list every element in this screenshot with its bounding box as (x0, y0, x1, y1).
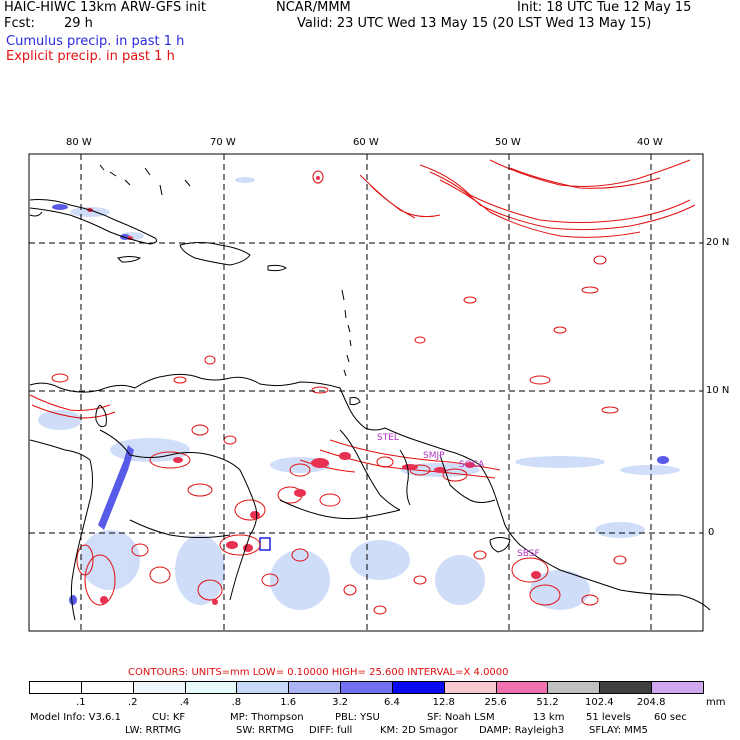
colorbar-level-label: .2 (127, 697, 138, 708)
model-info-item: 60 sec (654, 712, 687, 723)
model-info-item: MP: Thompson (230, 712, 304, 723)
lat-label-10n: 10 N (706, 385, 730, 396)
model-info-item: 13 km (533, 712, 565, 723)
colorbar-swatch (443, 681, 497, 694)
colorbar-level-label: 3.2 (332, 697, 349, 708)
lon-label-60w: 60 W (353, 137, 379, 148)
colorbar-swatch (495, 681, 549, 694)
colorbar-swatch (29, 681, 82, 694)
forecast-hours: 29 h (64, 16, 93, 31)
colorbar-swatch (340, 681, 393, 694)
model-info-item: DIFF: full (309, 725, 353, 736)
lat-label-20n: 20 N (706, 237, 730, 248)
colorbar-level-label: 25.6 (484, 697, 507, 708)
lon-label-50w: 50 W (495, 137, 521, 148)
lon-label-80w: 80 W (66, 137, 92, 148)
model-info-item: LW: RRTMG (125, 725, 182, 736)
model-title: HAIC-HIWC 13km ARW-GFS init (4, 0, 206, 15)
colorbar-swatch (80, 681, 134, 694)
colorbar-level-label: 1.6 (280, 697, 297, 708)
explicit-legend: Explicit precip. in past 1 h (6, 49, 175, 64)
colorbar-level-label: 6.4 (383, 697, 400, 708)
coastlines (29, 164, 711, 621)
model-info-item: 51 levels (586, 712, 631, 723)
model-info-item: CU: KF (152, 712, 186, 723)
colorbar-level-label: 204.8 (636, 697, 666, 708)
lon-label-70w: 70 W (210, 137, 236, 148)
lat-lon-grid (29, 154, 703, 631)
model-info-item: DAMP: Rayleigh3 (479, 725, 565, 736)
model-info-item: SFLAY: MM5 (589, 725, 648, 736)
colorbar-swatch (288, 681, 342, 694)
station-label: STEL (377, 433, 399, 443)
colorbar-swatch (132, 681, 186, 694)
forecast-label: Fcst: (4, 16, 35, 31)
explicit-precip-contours (29, 159, 696, 615)
station-label: SMJP (423, 451, 445, 461)
lon-label-40w: 40 W (637, 137, 663, 148)
colorbar-level-label: .1 (76, 697, 86, 708)
lat-label-0: 0 (708, 527, 715, 538)
colorbar-level-label: 12.8 (432, 697, 455, 708)
colorbar-level-label: .4 (179, 697, 190, 708)
model-info-item: KM: 2D Smagor (380, 725, 458, 736)
cumulus-legend: Cumulus precip. in past 1 h (6, 34, 185, 49)
org-label: NCAR/MMM (276, 0, 351, 15)
colorbar-level-label: 51.2 (536, 697, 559, 708)
init-time: Init: 18 UTC Tue 12 May 15 (517, 0, 692, 15)
station-label: SBSF (517, 549, 540, 559)
map-frame (28, 153, 704, 632)
explicit-precip-intense (87, 176, 541, 605)
colorbar-swatch (651, 681, 704, 694)
colorbar-swatch (391, 681, 445, 694)
valid-time: Valid: 23 UTC Wed 13 May 15 (20 LST Wed … (297, 16, 652, 31)
colorbar-level-label: 102.4 (584, 697, 614, 708)
model-info-item: SF: Noah LSM (427, 712, 495, 723)
colorbar-swatch (184, 681, 238, 694)
colorbar-swatch (236, 681, 290, 694)
colorbar-swatch (547, 681, 601, 694)
station-label: SOCA (459, 460, 485, 470)
cumulus-precip-field (38, 177, 680, 610)
model-info-item: PBL: YSU (335, 712, 380, 723)
colorbar-level-label: .8 (231, 697, 242, 708)
model-info-item: SW: RRTMG (236, 725, 294, 736)
model-info-item: Model Info: V3.6.1 (30, 712, 121, 723)
colorbar-swatch (599, 681, 653, 694)
colorbar-units: mm (706, 697, 726, 708)
contour-info: CONTOURS: UNITS=mm LOW= 0.10000 HIGH= 25… (128, 667, 509, 678)
